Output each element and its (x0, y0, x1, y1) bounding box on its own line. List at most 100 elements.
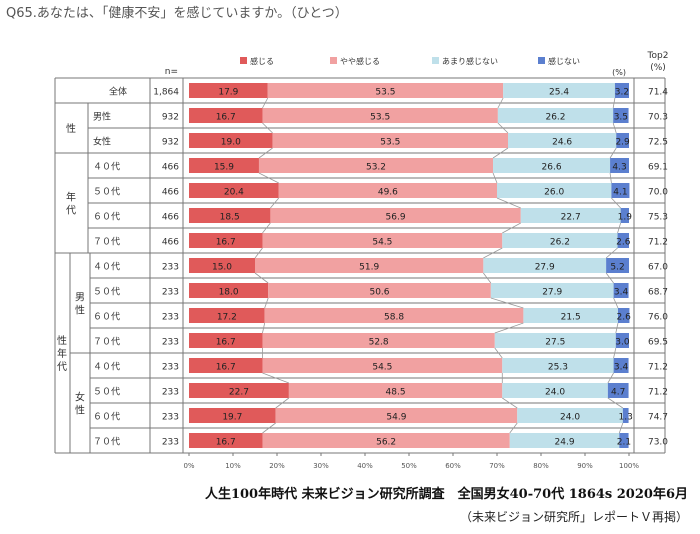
bar-segment (189, 183, 279, 198)
data-label: 21.5 (561, 313, 581, 323)
data-label: 3.0 (615, 338, 630, 348)
bar-segment (614, 83, 629, 98)
row-label: ４０代 (93, 362, 120, 373)
row-label: 男性 (93, 111, 111, 123)
connector-line (612, 97, 616, 109)
connector-line (262, 222, 271, 234)
subgroup-label-male: 性 (75, 304, 85, 317)
data-label: 56.2 (376, 438, 396, 448)
group-label-sex-age: 代 (57, 361, 67, 373)
bar-segment (483, 258, 607, 273)
data-label: 3.4 (614, 363, 629, 373)
bar-segment (517, 408, 623, 423)
bar-segment (622, 408, 629, 423)
data-label: 50.6 (369, 288, 389, 298)
bar-segment (189, 308, 265, 323)
data-label: 17.9 (218, 88, 238, 98)
bar-segment (607, 383, 629, 398)
n-value: 932 (162, 113, 179, 123)
data-label: 1.3 (619, 413, 633, 423)
bar-segment (502, 233, 618, 248)
bar-segment (611, 183, 630, 198)
legend-swatch (240, 57, 247, 64)
data-label: 22.7 (561, 213, 581, 223)
bar-segment (619, 433, 629, 448)
data-label: 2.1 (617, 438, 631, 448)
bar-segment (262, 433, 510, 448)
n-value: 466 (162, 163, 179, 173)
n-value: 233 (162, 338, 179, 348)
data-label: 22.7 (229, 388, 249, 398)
bar-segment (520, 208, 621, 223)
legend-swatch (538, 57, 545, 64)
data-label: 16.7 (216, 438, 236, 448)
row-label: ６０代 (93, 312, 120, 323)
n-value: 466 (162, 238, 179, 248)
data-label: 4.3 (612, 163, 626, 173)
data-label: 20.4 (224, 188, 244, 198)
top2-value: 71.2 (648, 238, 668, 248)
bar-segment (620, 208, 629, 223)
data-label: 2.6 (617, 313, 632, 323)
n-value: 1,864 (153, 88, 179, 98)
top2-value: 70.3 (648, 113, 668, 123)
bar-segment (616, 133, 629, 148)
connector-line (502, 397, 518, 409)
connector-line (483, 272, 492, 284)
group-label-sex-age: 年 (57, 347, 67, 360)
bar-segment (262, 358, 503, 373)
connector-line (502, 222, 521, 234)
data-label: 1.9 (618, 213, 633, 223)
data-label: 27.5 (545, 338, 565, 348)
bar-segment (613, 108, 629, 123)
data-label: 49.6 (378, 188, 398, 198)
data-label: 58.8 (384, 313, 404, 323)
bar-segment (503, 83, 615, 98)
row-label: ５０代 (93, 187, 120, 198)
bar-segment (258, 158, 494, 173)
data-label: 51.9 (359, 263, 379, 273)
connector-line (497, 122, 509, 134)
data-label: 25.3 (548, 363, 568, 373)
connector-line (262, 322, 266, 334)
connector-line (262, 97, 269, 109)
connector-line (494, 347, 503, 359)
row-label: ７０代 (93, 437, 120, 448)
subgroup-label-female: 女 (75, 391, 85, 404)
n-value: 466 (162, 213, 179, 223)
connector-line (613, 347, 617, 359)
bar-segment (494, 333, 616, 348)
connector-line (262, 122, 273, 134)
bar-segment (189, 333, 263, 348)
n-value: 233 (162, 413, 179, 423)
legend-swatch (432, 57, 439, 64)
bar-segment (189, 408, 276, 423)
connector-line (497, 97, 504, 109)
data-label: 48.5 (386, 388, 406, 398)
subgroup-label-female: 性 (75, 404, 85, 417)
top2-value: 71.2 (648, 363, 668, 373)
connector-line (275, 397, 290, 409)
connector-line (609, 147, 617, 159)
connector-line (262, 422, 276, 434)
data-label: 3.2 (615, 88, 629, 98)
source-note: （未来ビジョン研究所」レポートＶ再掲） (459, 510, 688, 524)
data-label: 16.7 (216, 113, 236, 123)
x-tick-label: 0% (183, 462, 194, 470)
bar-segment (268, 283, 491, 298)
row-label: 全体 (109, 86, 127, 98)
bar-segment (497, 108, 614, 123)
x-tick-label: 30% (313, 462, 329, 470)
n-value: 233 (162, 263, 179, 273)
bar-segment (255, 258, 484, 273)
top2-value: 70.0 (648, 188, 668, 198)
n-header: n= (165, 67, 178, 77)
top2-value: 76.0 (648, 313, 668, 323)
bar-segment (493, 158, 611, 173)
bar-segment (288, 383, 503, 398)
data-label: 54.9 (386, 413, 406, 423)
subgroup-label-male: 男 (75, 292, 85, 304)
row-label: ５０代 (93, 387, 120, 398)
data-label: 3.4 (614, 288, 629, 298)
connector-line (613, 297, 619, 309)
